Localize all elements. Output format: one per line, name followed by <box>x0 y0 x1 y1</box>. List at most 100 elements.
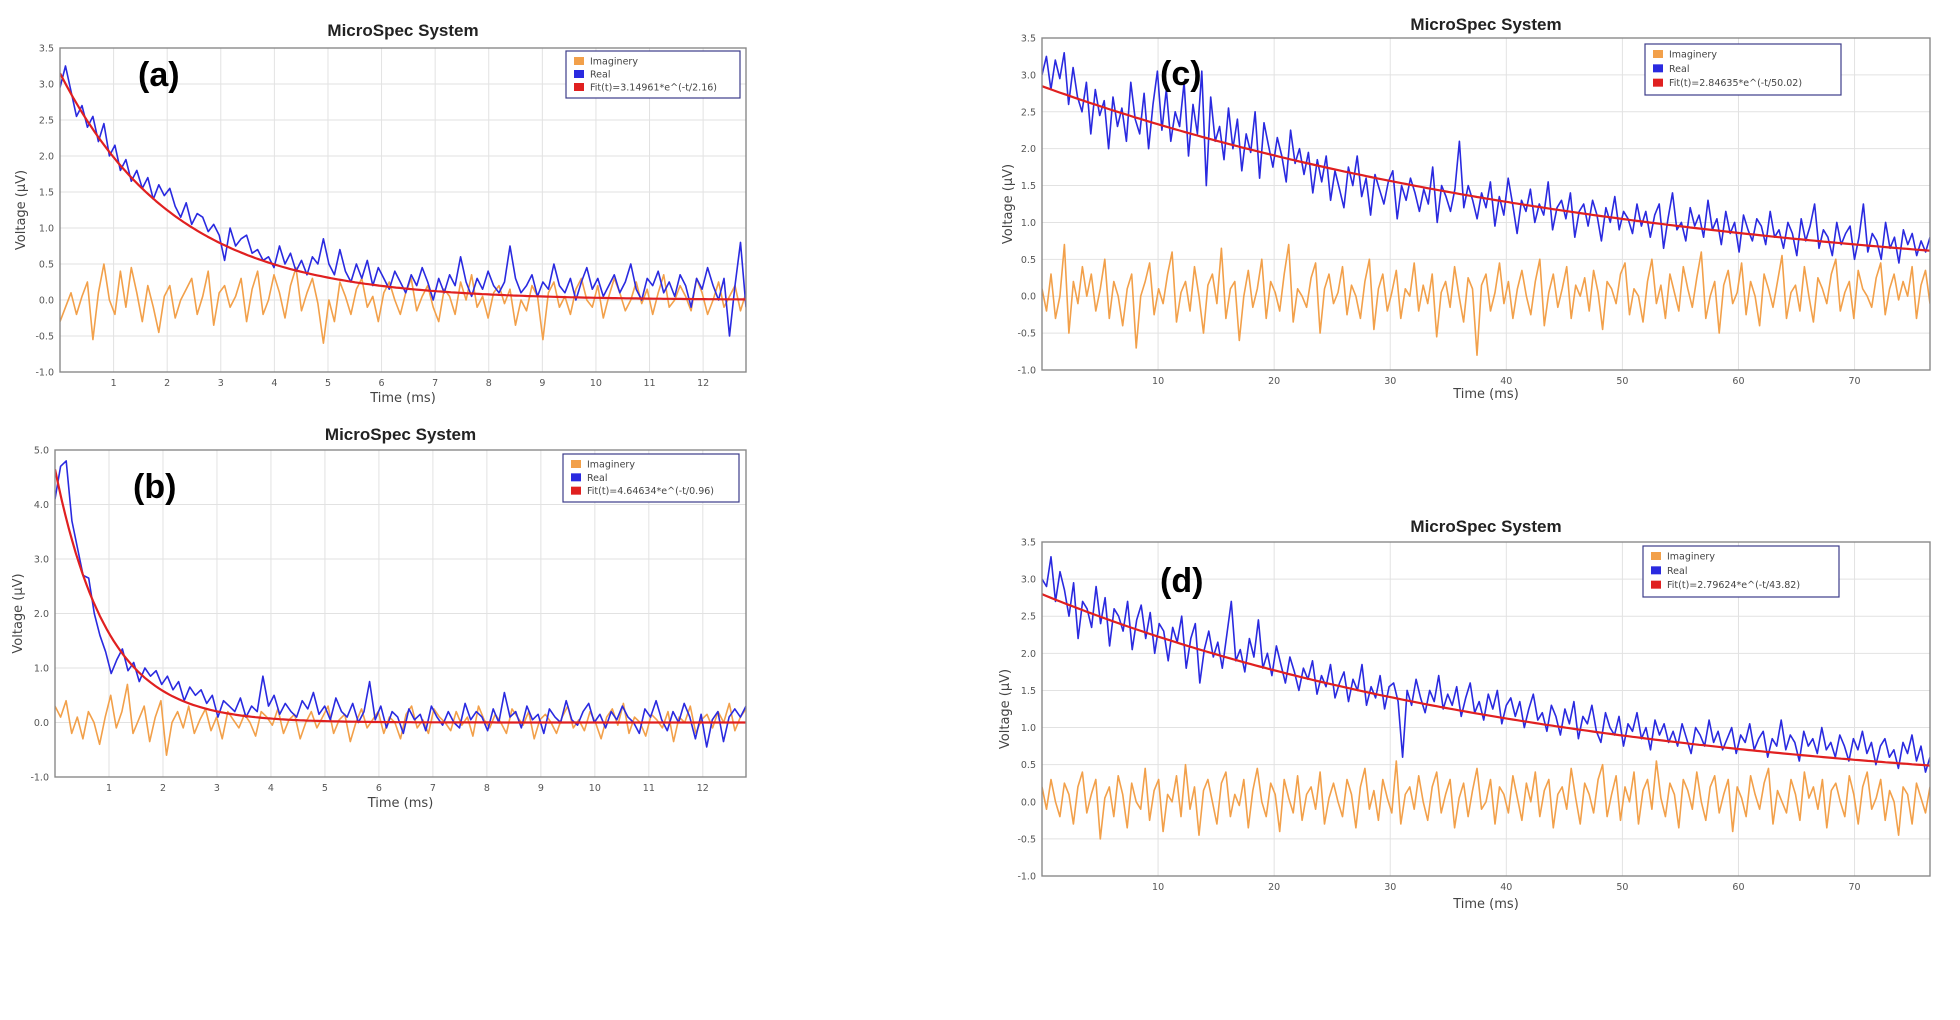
x-tick-label: 11 <box>643 783 655 794</box>
legend-box <box>565 50 741 99</box>
y-tick-label: -1.0 <box>1017 872 1036 883</box>
x-tick-label: 60 <box>1732 882 1744 893</box>
x-tick-label: 6 <box>379 378 385 389</box>
legend-entry: Fit(t)=4.64634*e^(-t/0.96) <box>587 486 714 497</box>
y-tick-label: 5.0 <box>34 446 49 457</box>
legend-entry: Fit(t)=3.14961*e^(-t/2.16) <box>590 83 717 94</box>
legend-swatch <box>1653 64 1663 73</box>
x-tick-label: 3 <box>214 783 220 794</box>
x-tick-label: 20 <box>1268 882 1280 893</box>
plot-frame <box>59 47 747 373</box>
real-series-line <box>1042 555 1930 773</box>
x-tick-label: 2 <box>164 378 170 389</box>
chart-title: MicroSpec System <box>325 425 476 444</box>
legend-box <box>562 453 740 503</box>
y-tick-label: -1.0 <box>30 773 49 784</box>
chart-panel-d: MicroSpec System -1.0 -0.5 0.0 0.5 1.0 1.5 2.0 2… <box>990 515 1960 1020</box>
legend-swatch <box>1651 580 1661 589</box>
y-tick-label: 3.0 <box>1021 70 1036 81</box>
x-tick-label: 10 <box>1152 376 1164 387</box>
real-series-line <box>55 460 746 748</box>
legend: Imaginery Real Fit(t)=3.14961*e^(-t/2.16) <box>565 50 741 99</box>
y-tick-label: 3.5 <box>1021 538 1036 549</box>
y-tick-label: 3.0 <box>39 80 54 91</box>
y-tick-label: -0.5 <box>1017 329 1036 340</box>
x-tick-label: 12 <box>697 783 709 794</box>
legend-swatch <box>571 460 581 468</box>
y-tick-label: 1.0 <box>1021 218 1036 229</box>
y-tick-label: 2.0 <box>1021 144 1036 155</box>
legend-entry: Fit(t)=2.79624*e^(-t/43.82) <box>1667 580 1800 591</box>
x-tick-label: 10 <box>589 783 601 794</box>
imaginery-series-line <box>1042 243 1930 357</box>
x-tick-label: 12 <box>697 378 709 389</box>
chart-panel-a: MicroSpec System -1.0 -0.5 0.0 0.5 1.0 1.5 2.0 2… <box>0 0 770 420</box>
y-tick-label: 1.5 <box>1021 181 1036 192</box>
x-tick-label: 40 <box>1500 882 1512 893</box>
x-tick-label: 1 <box>111 378 117 389</box>
y-tick-label: -1.0 <box>35 368 54 379</box>
y-tick-label: 0.0 <box>1021 292 1036 303</box>
y-axis-label: Voltage (µV) <box>1001 164 1016 244</box>
y-tick-label: 2.5 <box>39 116 54 127</box>
imaginery-series-line <box>55 683 746 757</box>
legend-swatch <box>574 83 584 91</box>
chart-title: MicroSpec System <box>1410 15 1561 34</box>
y-tick-label: 1.0 <box>39 224 54 235</box>
legend-swatch <box>574 70 584 78</box>
x-tick-label: 8 <box>484 783 490 794</box>
x-tick-label: 7 <box>432 378 438 389</box>
y-tick-label: 1.5 <box>39 188 54 199</box>
plot-frame <box>54 449 747 778</box>
x-tick-label: 6 <box>376 783 382 794</box>
legend-entry: Imaginery <box>590 57 638 68</box>
y-tick-label: 0.5 <box>1021 255 1036 266</box>
legend-entry: Real <box>1669 64 1689 75</box>
legend-entry: Real <box>587 473 607 484</box>
legend-entry: Fit(t)=2.84635*e^(-t/50.02) <box>1669 78 1802 89</box>
legend: Imaginery Real Fit(t)=2.84635*e^(-t/50.02) <box>1644 43 1842 96</box>
x-tick-label: 30 <box>1384 882 1396 893</box>
x-axis-label: Time (ms) <box>369 391 436 406</box>
x-tick-label: 10 <box>590 378 602 389</box>
y-axis-label: Voltage (µV) <box>14 170 29 250</box>
chart-svg-c: MicroSpec System -1.0 -0.5 0.0 0.5 1.0 1.5 2.0 2… <box>1001 15 1931 402</box>
x-tick-label: 70 <box>1849 376 1861 387</box>
y-tick-label: 0.0 <box>1021 797 1036 808</box>
chart-svg-a: MicroSpec System -1.0 -0.5 0.0 0.5 1.0 1.5 2.0 2… <box>14 21 747 406</box>
x-tick-label: 4 <box>271 378 277 389</box>
chart-title: MicroSpec System <box>1410 517 1561 536</box>
y-tick-label: -0.5 <box>35 332 54 343</box>
chart-panel-c: MicroSpec System -1.0 -0.5 0.0 0.5 1.0 1.5 2.0 2… <box>990 0 1960 510</box>
x-axis-label: Time (ms) <box>1452 897 1519 912</box>
legend: Imaginery Real Fit(t)=4.64634*e^(-t/0.96) <box>562 453 740 503</box>
chart-svg-b: MicroSpec System-1.00.01.02.03.04.05.01 2… <box>11 425 747 811</box>
y-tick-label: 1.0 <box>34 664 49 675</box>
y-tick-label: 0.5 <box>1021 760 1036 771</box>
imaginery-series-line <box>1042 760 1930 840</box>
y-tick-label: 0.0 <box>34 718 49 729</box>
panel-label: (c) <box>1160 55 1202 93</box>
x-tick-label: 8 <box>486 378 492 389</box>
y-tick-label: -0.5 <box>1017 834 1036 845</box>
y-tick-label: 2.0 <box>39 152 54 163</box>
panel-label: (a) <box>138 56 180 94</box>
chart-title: MicroSpec System <box>327 21 478 40</box>
plot-area <box>60 48 746 372</box>
y-tick-label: -1.0 <box>1017 366 1036 377</box>
legend-entry: Imaginery <box>1667 552 1715 563</box>
x-tick-label: 60 <box>1732 376 1744 387</box>
legend-entry: Imaginery <box>587 460 635 471</box>
legend-swatch <box>1651 552 1661 560</box>
x-tick-label: 3 <box>218 378 224 389</box>
x-tick-label: 1 <box>106 783 112 794</box>
y-tick-label: 3.5 <box>1021 34 1036 45</box>
x-tick-label: 10 <box>1152 882 1164 893</box>
y-tick-label: 2.5 <box>1021 107 1036 118</box>
y-tick-label: 1.5 <box>1021 686 1036 697</box>
legend-box <box>1644 43 1842 96</box>
legend-box <box>1642 545 1840 598</box>
legend-swatch <box>571 473 581 482</box>
x-axis-label: Time (ms) <box>367 796 434 811</box>
fit-curve-line <box>55 469 746 724</box>
